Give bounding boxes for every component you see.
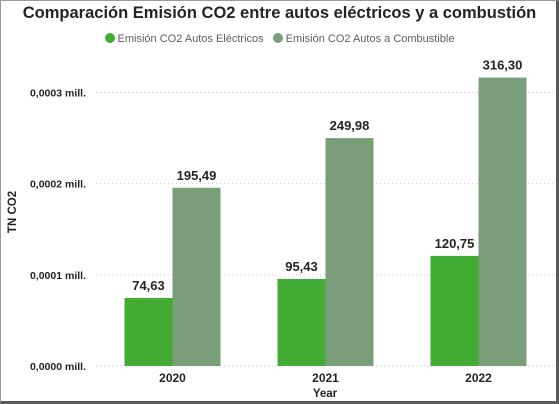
legend-label-combustion: Emisión CO2 Autos a Combustible [285,33,455,45]
x-axis-label: Year [313,388,338,400]
y-tick-label: 0,0002 mill. [30,179,86,191]
x-tick-label: 2020 [159,371,186,385]
legend-label-electric: Emisión CO2 Autos Eléctricos [117,33,264,45]
data-label: 95,43 [285,259,318,274]
data-label: 316,30 [483,58,523,73]
bar [430,255,479,366]
y-tick-label: 0,0003 mill. [30,87,86,99]
chart-title: Comparación Emisión CO2 entre autos eléc… [22,4,537,22]
bar [124,297,173,366]
x-tick-label: 2022 [465,371,492,385]
data-label: 120,75 [435,236,475,251]
data-label: 195,49 [177,168,217,183]
y-axis-label: TN CO2 [7,191,19,233]
x-tick-label: 2021 [312,371,339,385]
chart-legend: Emisión CO2 Autos Eléctricos Emisión CO2… [0,33,559,45]
bar [478,77,527,366]
bar [325,138,374,366]
bar [172,187,221,366]
legend-item-electric[interactable]: Emisión CO2 Autos Eléctricos [104,33,264,45]
data-label: 74,63 [132,278,165,293]
legend-swatch-electric [104,33,115,43]
legend-swatch-combustion [272,33,283,43]
y-tick-label: 0,0001 mill. [30,270,86,282]
legend-item-combustion[interactable]: Emisión CO2 Autos a Combustible [272,33,455,45]
data-label: 249,98 [330,118,370,133]
y-tick-label: 0,0000 mill. [30,361,86,373]
bar [277,278,326,366]
